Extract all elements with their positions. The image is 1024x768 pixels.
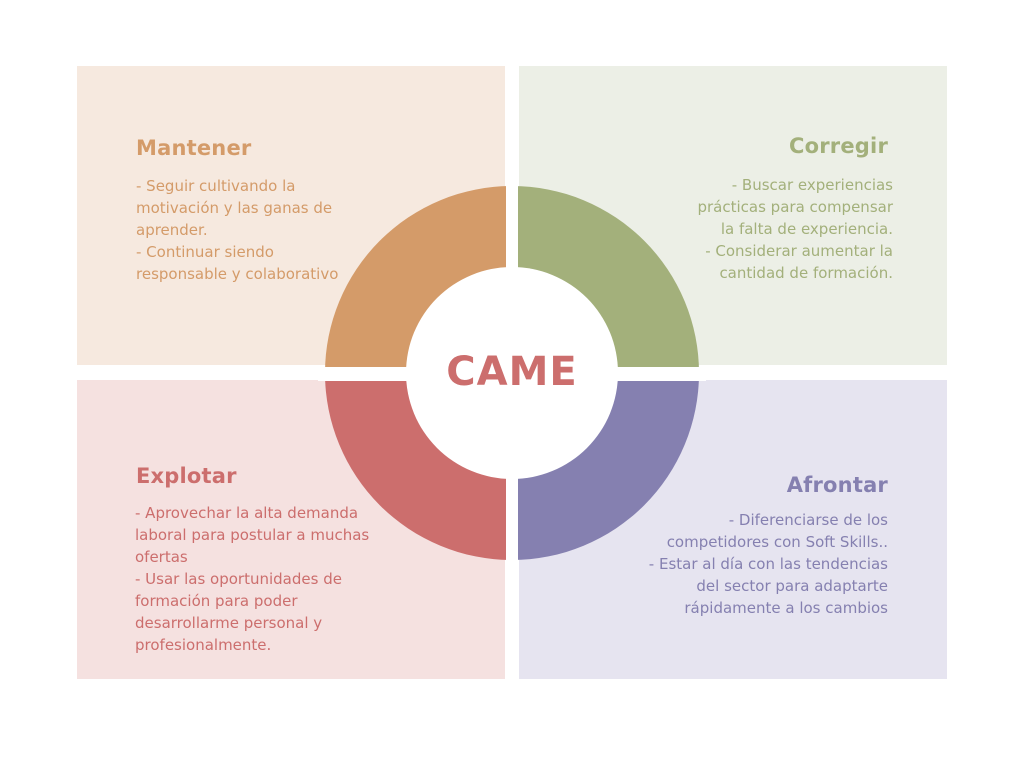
afrontar-title: Afrontar bbox=[786, 473, 888, 497]
corregir-line: - Considerar aumentar la cantidad de for… bbox=[705, 242, 893, 282]
center-label: CAME bbox=[446, 349, 578, 395]
afrontar-line: - Diferenciarse de los competidores con … bbox=[666, 511, 888, 551]
mantener-title: Mantener bbox=[136, 136, 252, 160]
came-ring bbox=[318, 179, 706, 567]
mantener-line: - Seguir cultivando la motivación y las … bbox=[136, 177, 333, 239]
explotar-title: Explotar bbox=[136, 464, 237, 488]
mantener-text: - Seguir cultivando la motivación y las … bbox=[136, 175, 346, 285]
corregir-text: - Buscar experiencias prácticas para com… bbox=[688, 174, 893, 284]
corregir-line: - Buscar experiencias prácticas para com… bbox=[697, 176, 893, 238]
explotar-line: - Aprovechar la alta demanda laboral par… bbox=[135, 504, 370, 566]
corregir-title: Corregir bbox=[789, 134, 888, 158]
afrontar-text: - Diferenciarse de los competidores con … bbox=[638, 509, 888, 619]
mantener-line: - Continuar siendo responsable y colabor… bbox=[136, 243, 339, 283]
afrontar-line: - Estar al día con las tendencias del se… bbox=[648, 555, 888, 617]
explotar-line: - Usar las oportunidades de formación pa… bbox=[135, 570, 342, 654]
explotar-text: - Aprovechar la alta demanda laboral par… bbox=[135, 502, 375, 656]
center-circle bbox=[406, 267, 618, 479]
